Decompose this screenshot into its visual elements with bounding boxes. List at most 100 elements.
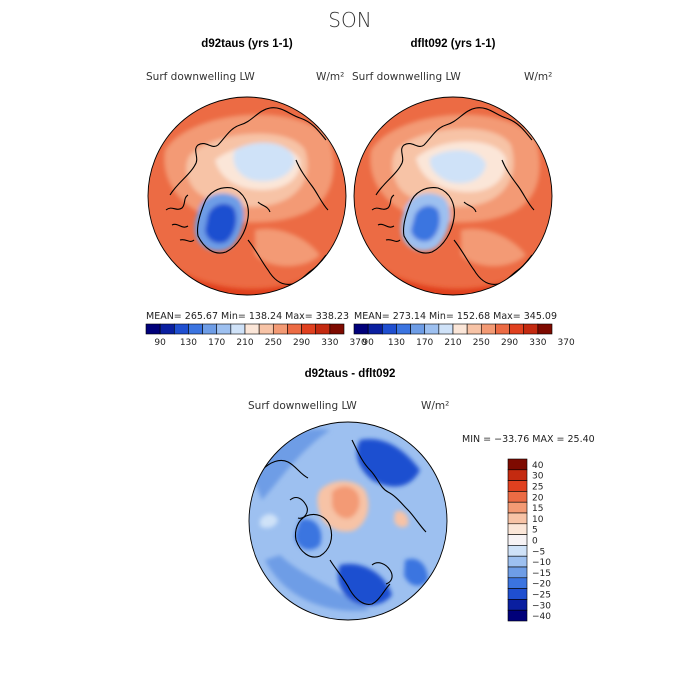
- colorbar-swatch: [507, 480, 528, 492]
- colorbar-swatch: [145, 323, 161, 335]
- colorbar-swatch: [367, 323, 383, 335]
- variable-label: Surf downwelling LW: [248, 400, 357, 412]
- colorbar-tick-label: 370: [558, 338, 575, 348]
- region-pacific-neg: [265, 555, 370, 611]
- colorbar-tick-label: −20: [532, 580, 551, 590]
- coastline-europe: [329, 559, 391, 605]
- coastline-greenland: [294, 513, 333, 558]
- panel-title: d92taus (yrs 1-1): [201, 38, 293, 50]
- coastline-greenland: [402, 187, 455, 254]
- colorbar-tick-label: 5: [532, 526, 538, 536]
- colorbar-swatch: [410, 323, 426, 335]
- colorbar-tick-label: 210: [444, 338, 461, 348]
- region-greenland-neg: [295, 519, 322, 550]
- colorbar-tick-label: 130: [388, 338, 405, 348]
- colorbar-swatch: [272, 323, 288, 335]
- colorbar-tick-label: −25: [532, 591, 551, 601]
- panel-title: d92taus - dflt092: [305, 368, 396, 380]
- colorbar-swatch: [287, 323, 302, 335]
- colorbar-tick-label: 90: [154, 338, 166, 348]
- variable-label: Surf downwelling LW: [352, 71, 461, 83]
- map-difference: [249, 422, 447, 620]
- colorbar-swatch: [507, 599, 528, 611]
- colorbar-swatch: [507, 534, 528, 546]
- region-east-neg: [404, 558, 428, 586]
- colorbar-swatch: [480, 323, 496, 335]
- colorbar-d92taus: 90 130 170 210 250 290 330 370: [145, 323, 367, 348]
- colorbar-swatch: [507, 588, 528, 600]
- colorbar-swatch: [507, 512, 528, 525]
- colorbar-tick-label: 290: [501, 338, 518, 348]
- colorbar-swatch: [507, 545, 528, 557]
- colorbar-swatch: [507, 555, 528, 568]
- colorbar-tick-label: 290: [293, 338, 310, 348]
- colorbar-swatch: [216, 323, 232, 335]
- colorbar-swatch: [507, 469, 528, 481]
- region-siberia-neg: [356, 439, 420, 487]
- colorbar-swatch: [424, 323, 440, 335]
- colorbar-tick-label: 25: [532, 483, 543, 493]
- colorbar-tick-label: 0: [532, 537, 538, 547]
- region-arctic-ocean: [233, 142, 295, 182]
- coastline-scandinavia: [371, 562, 393, 585]
- colorbar-swatch: [353, 323, 369, 335]
- colorbar-tick-label: 330: [321, 338, 338, 348]
- units-label: W/m²: [421, 400, 449, 412]
- colorbar-tick-label: 250: [473, 338, 490, 348]
- colorbar-swatch: [188, 323, 203, 335]
- colorbar-tick-label: 370: [350, 338, 367, 348]
- region-greenland-core: [205, 203, 237, 244]
- region-arctic-ocean: [429, 150, 486, 184]
- colorbar-swatch: [507, 491, 528, 503]
- colorbar-tick-label: 330: [529, 338, 546, 348]
- colorbar-swatch: [173, 323, 189, 335]
- units-label: W/m²: [524, 71, 552, 83]
- map-border: [248, 421, 448, 621]
- panel-difference: d92taus - dflt092 Surf downwelling LW W/…: [248, 368, 595, 622]
- coastline-canada: [371, 194, 401, 242]
- region-east-warm: [394, 510, 409, 528]
- region-greenland-core: [411, 205, 440, 242]
- colorbar-dflt092: 90 130 170 210 250 290 330 370: [353, 323, 575, 348]
- colorbar-swatch: [230, 323, 246, 335]
- stats-label: MIN = −33.76 MAX = 25.40: [462, 434, 595, 445]
- colorbar-swatch: [466, 323, 482, 335]
- region-west-light: [260, 514, 278, 528]
- colorbar-swatch: [202, 323, 218, 335]
- colorbar-swatch: [507, 458, 528, 471]
- coastline-siberia: [463, 159, 535, 213]
- colorbar-swatch: [396, 323, 411, 335]
- colorbar-swatch: [381, 323, 397, 335]
- colorbar-tick-label: −10: [532, 558, 551, 568]
- colorbar-swatch: [495, 323, 510, 335]
- colorbar-tick-label: 40: [532, 461, 544, 471]
- map-dflt092: [354, 97, 552, 295]
- coastline-eurasia: [375, 107, 533, 196]
- region-atlantic-sector: [461, 228, 526, 267]
- colorbar-tick-label: 30: [532, 472, 544, 482]
- colorbar-swatch: [438, 323, 454, 335]
- colorbar-tick-label: 170: [416, 338, 433, 348]
- panel-dflt092: dflt092 (yrs 1-1) Surf downwelling LW W/…: [352, 38, 575, 348]
- variable-label: Surf downwelling LW: [146, 71, 255, 83]
- units-label: W/m²: [316, 71, 344, 83]
- colorbar-tick-label: 210: [236, 338, 253, 348]
- colorbar-tick-label: −30: [532, 601, 551, 611]
- stats-label: MEAN= 273.14 Min= 152.68 Max= 345.09: [354, 311, 557, 322]
- stats-label: MEAN= 265.67 Min= 138.24 Max= 338.23: [146, 311, 349, 322]
- colorbar-tick-label: 15: [532, 504, 543, 514]
- panel-d92taus: d92taus (yrs 1-1) Surf downwelling LW W/…: [145, 38, 367, 348]
- coastline-siberia: [257, 159, 329, 213]
- colorbar-swatch: [159, 323, 175, 335]
- colorbar-swatch: [507, 609, 528, 622]
- figure-title: SON: [328, 8, 371, 32]
- colorbar-swatch: [258, 323, 274, 335]
- panel-title: dflt092 (yrs 1-1): [410, 38, 495, 50]
- colorbar-swatch: [507, 566, 528, 579]
- colorbar-swatch: [301, 323, 317, 335]
- map-border: [147, 96, 347, 296]
- region-atlantic-sector: [255, 228, 320, 267]
- coastline-greenland: [196, 187, 249, 254]
